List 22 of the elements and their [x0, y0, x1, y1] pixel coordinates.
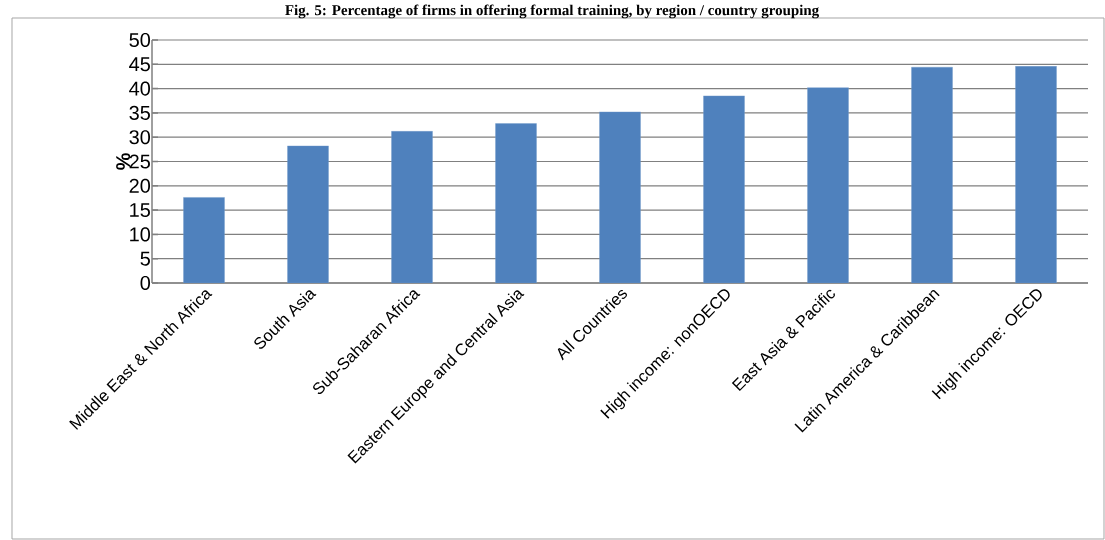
chart-title: Fig. 5: Percentage of firms in offering formal training, by region / country grouping	[285, 4, 819, 19]
bar	[287, 145, 329, 283]
y-tick-label: 25	[129, 154, 150, 169]
bar	[1015, 66, 1057, 283]
y-tick-label: 20	[129, 178, 151, 193]
y-tick-label: 35	[129, 105, 150, 120]
bar	[495, 123, 537, 283]
y-tick-label: 10	[130, 227, 151, 242]
y-axis-title: %	[116, 153, 131, 170]
y-tick-label: 50	[129, 32, 151, 48]
bar	[391, 131, 433, 283]
bar	[599, 111, 641, 283]
y-tick-label: 45	[129, 57, 150, 72]
y-tick-label: 0	[140, 275, 151, 291]
bar	[183, 197, 225, 283]
bar	[807, 87, 849, 283]
y-tick-label: 30	[129, 130, 151, 145]
y-tick-label: 5	[140, 251, 150, 266]
bar	[703, 95, 745, 283]
bar	[911, 67, 953, 283]
y-tick-label: 15	[130, 203, 150, 218]
y-tick-label: 40	[129, 81, 151, 96]
